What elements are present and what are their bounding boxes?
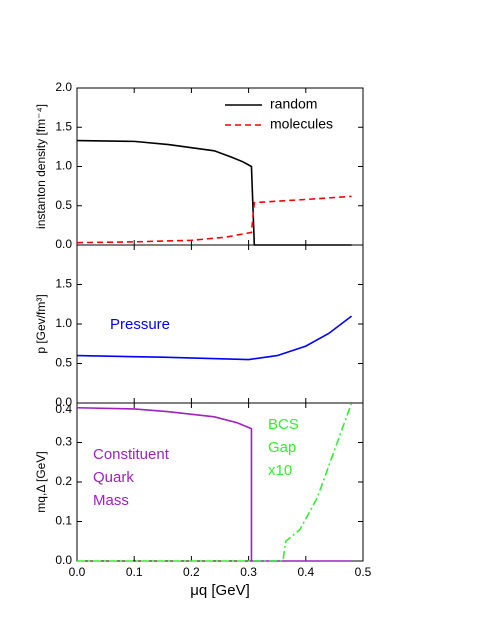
annotation: BCS [268,416,299,433]
y-tick-label: 1.0 [55,159,72,173]
x-tick-label: 0.3 [240,565,257,579]
annotation: Gap [268,439,296,456]
line [76,195,352,244]
y-axis-label: instanton density [fm⁻⁴] [34,104,48,229]
y-tick-label: 1.5 [55,119,72,133]
line [76,315,353,361]
line [77,402,353,562]
y-tick-label: 0.0 [55,395,72,409]
annotation: Quark [93,469,134,486]
y-tick-label: 0.1 [55,514,72,528]
x-tick-label: 0.4 [297,565,314,579]
y-tick-label: 0.2 [55,474,72,488]
y-tick-label: 2.0 [55,80,72,94]
plot-frame [76,87,364,246]
x-tick-label: 0.5 [355,565,372,579]
annotation: Constituent [93,446,170,463]
y-tick-label: 1.0 [55,316,72,330]
y-tick-label: 1.5 [55,277,72,291]
y-axis-label: p [Gev/fm³] [34,294,48,353]
x-tick-label: 0.2 [183,565,200,579]
annotation: Mass [93,492,129,509]
annotation: x10 [268,462,292,479]
line [76,406,352,562]
line [76,139,352,246]
y-tick-label: 0.5 [55,356,72,370]
x-tick-label: 0.1 [126,565,143,579]
y-tick-label: 0.4 [55,402,72,416]
legend-label: molecules [270,116,333,132]
x-tick-label: 0.0 [69,565,86,579]
y-tick-label: 0.3 [55,435,72,449]
legend-label: random [270,96,317,112]
y-tick-label: 0.5 [55,198,72,212]
y-tick-label: 0.0 [55,237,72,251]
x-axis-label: μq [GeV] [190,582,250,599]
y-tick-label: 0.0 [55,553,72,567]
annotation: Pressure [110,316,170,333]
y-axis-label: mq,Δ [GeV] [34,451,48,512]
